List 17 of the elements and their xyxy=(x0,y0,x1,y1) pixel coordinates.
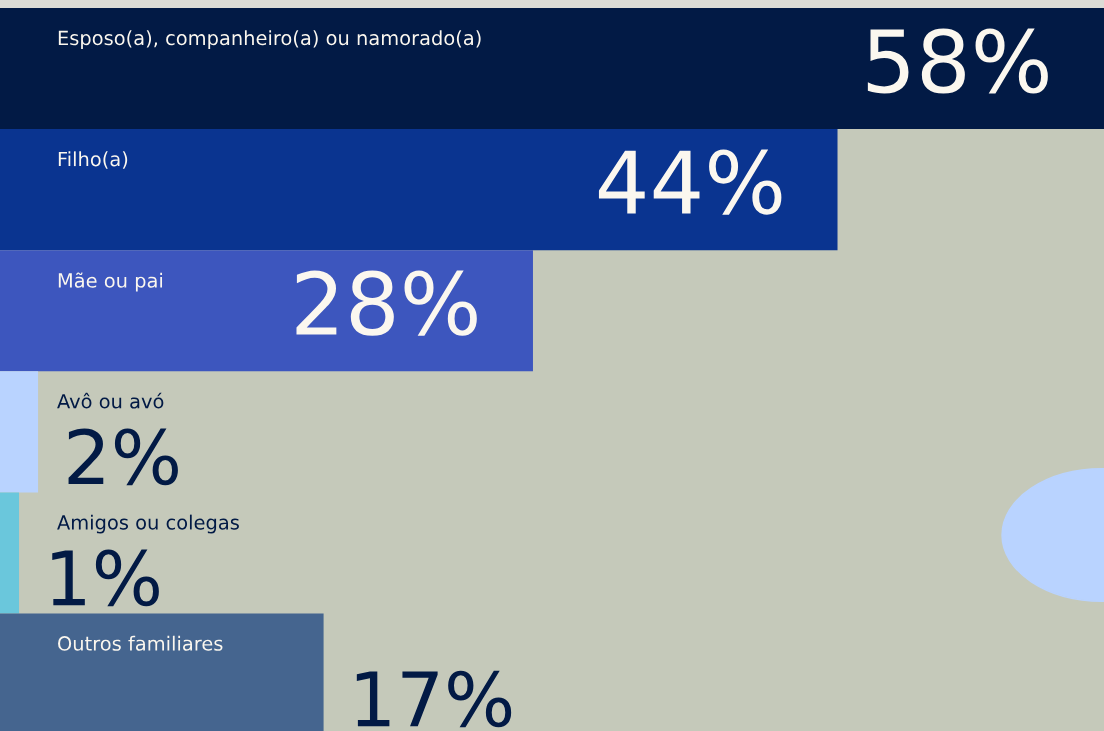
y-tick-label: Avô ou avó xyxy=(57,392,164,409)
bar xyxy=(0,8,1104,130)
y-tick-label: Amigos ou colegas xyxy=(57,514,239,534)
bar xyxy=(0,250,533,372)
y-tick-label: Esposo(a), companheiro(a) ou namorado(a) xyxy=(58,30,481,50)
data-label: 17% xyxy=(356,670,512,728)
data-label: 44% xyxy=(598,149,782,215)
data-label: 1% xyxy=(52,549,159,607)
bar xyxy=(0,129,838,251)
data-label: 2% xyxy=(68,428,178,486)
data-label: 28% xyxy=(296,270,477,336)
bar xyxy=(0,492,20,614)
data-label: 58% xyxy=(867,28,1048,94)
bar xyxy=(0,371,39,493)
y-tick-label: Outros familiares xyxy=(58,635,223,651)
y-tick-label: Mãe ou pai xyxy=(58,272,163,292)
y-tick-label: Filho(a) xyxy=(58,151,128,169)
